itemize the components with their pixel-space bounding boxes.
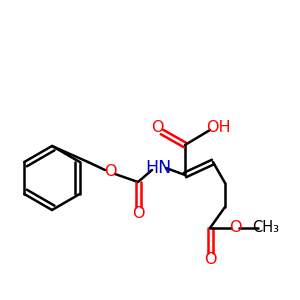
- Text: O: O: [104, 164, 116, 179]
- Text: O: O: [229, 220, 241, 236]
- Text: CH₃: CH₃: [253, 220, 280, 236]
- Text: OH: OH: [206, 121, 230, 136]
- Text: O: O: [204, 251, 216, 266]
- Text: HN: HN: [145, 159, 171, 177]
- Text: O: O: [132, 206, 144, 220]
- Text: O: O: [151, 121, 163, 136]
